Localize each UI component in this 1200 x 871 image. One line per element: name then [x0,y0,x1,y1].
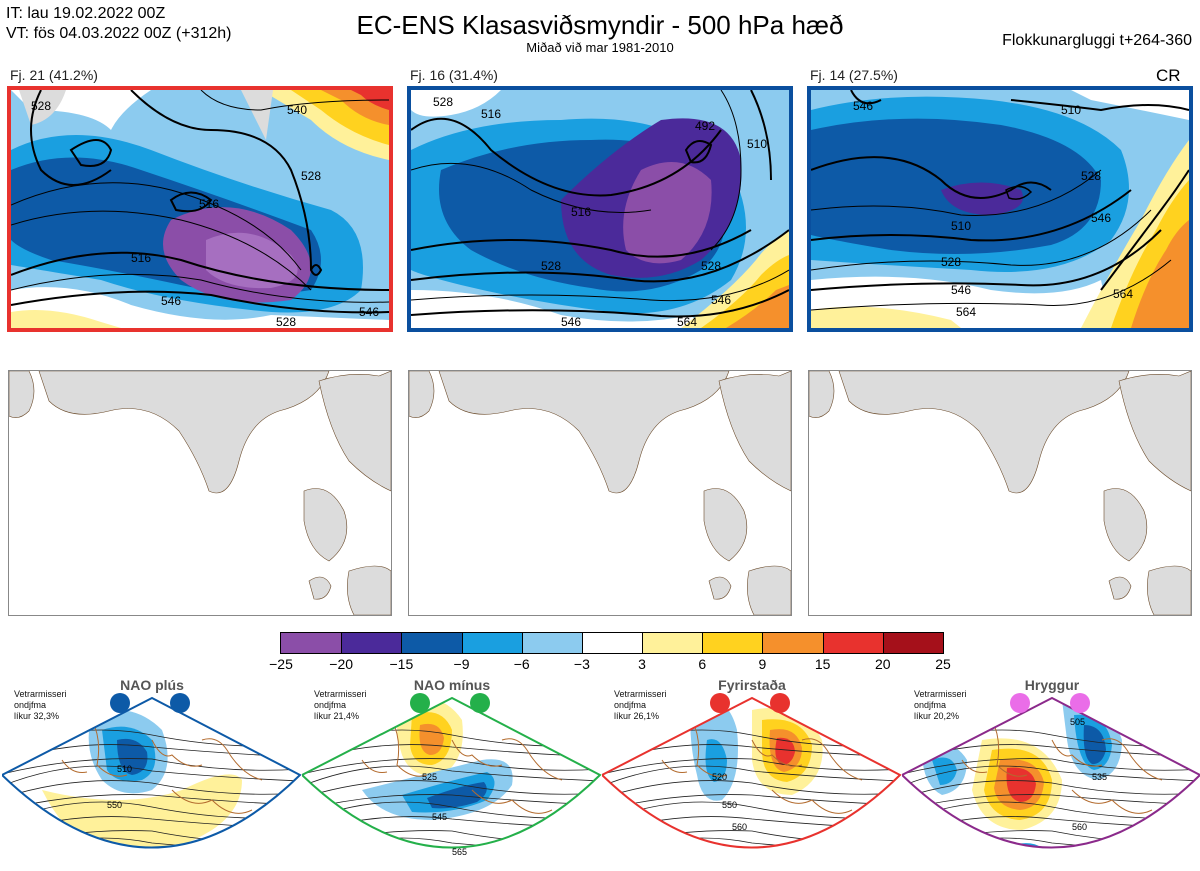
panel-3-label: Fj. 14 (27.5%) [810,67,898,83]
colorbar-tick-label: −15 [389,656,414,672]
contour-label: 546 [359,305,379,319]
regime-contour-label: 545 [432,812,447,822]
colorbar-segment [341,633,402,653]
regime-marker-dot [170,693,190,713]
regime-contour-label: 565 [452,847,467,857]
colorbar-segment [281,633,342,653]
contour-label: 546 [561,315,581,328]
regime-marker-dot [110,693,130,713]
regime-name: NAO plús [120,677,184,693]
regime-name: NAO mínus [413,677,491,693]
regime-marker-dot [1010,693,1030,713]
regime-contour-label: 525 [422,772,437,782]
contour-label: 510 [1061,103,1081,117]
colorbar-segment [882,633,943,653]
regime-sector-1: 510 550 [2,696,302,849]
contour-label: 528 [941,255,961,269]
header-times: IT: lau 19.02.2022 00Z VT: fös 04.03.202… [6,4,231,44]
panel-2-label: Fj. 16 (31.4%) [410,67,498,83]
cluster-map-1: 528 516 540 528 516 546 528 546 [7,86,393,332]
regime-probability-info: Vetrarmisseri ondjfma líkur 21,4% [314,689,367,721]
contour-label: 528 [301,169,321,183]
contour-label: 528 [276,315,296,328]
regime-marker-dot [1070,693,1090,713]
colorbar-tick-label: 20 [875,656,891,672]
colorbar-segment [581,633,643,653]
colorbar-segment [401,633,462,653]
regime-probability-info: Vetrarmisseri ondjfma líkur 32,3% [14,689,67,721]
contour-label: 516 [199,197,219,211]
contour-label: 528 [31,99,51,113]
contour-label: 564 [1113,287,1133,301]
page-title: EC-ENS Klasasviðsmyndir - 500 hPa hæð [356,10,844,40]
contour-label: 516 [131,251,151,265]
contour-label: 546 [1091,211,1111,225]
colorbar-tick-label: 3 [638,656,646,672]
regime-marker-dot [710,693,730,713]
anomaly-map-2 [408,370,792,616]
page-subtitle: Miðað við mar 1981-2010 [526,40,674,55]
contour-label: 528 [701,259,721,273]
contour-label: 492 [695,119,715,133]
regime-name: Hryggur [1024,677,1080,693]
cluster-map-3: 546 510 528 546 510 528 546 564 564 [807,86,1193,332]
contour-label: 516 [481,107,501,121]
contour-label: 516 [571,205,591,219]
colorbar [280,632,944,654]
panel-3-tag: CR [1156,66,1181,85]
regime-contour-label: 505 [1070,717,1085,727]
regime-contour-label: 550 [107,800,122,810]
contour-label: 528 [541,259,561,273]
regime-marker-dot [470,693,490,713]
colorbar-tick-label: −9 [453,656,470,672]
regime-marker-dot [410,693,430,713]
colorbar-tick-label: 25 [935,656,951,672]
contour-label: 510 [951,219,971,233]
contour-label: 546 [711,293,731,307]
colorbar-segment [702,633,763,653]
valid-time: VT: fös 04.03.2022 00Z (+312h) [6,25,232,42]
colorbar-tick-label: −3 [573,656,590,672]
colorbar-tick-label: 6 [698,656,707,672]
regime-contour-label: 550 [722,800,737,810]
colorbar-tick-label: 15 [814,656,831,672]
regime-probability-info: Vetrarmisseri ondjfma líkur 20,2% [914,689,967,721]
regime-probability-info: Vetrarmisseri ondjfma líkur 26,1% [614,689,667,721]
contour-label: 540 [287,103,307,117]
colorbar-segment [822,633,883,653]
contour-label: 510 [747,137,767,151]
contour-label: 564 [677,315,697,328]
regime-contour-label: 560 [732,822,747,832]
colorbar-tick-label: −20 [329,656,354,672]
regime-sector-2: 525 545 565 [302,696,602,857]
contour-label: 546 [951,283,971,297]
panel-1-label: Fj. 21 (41.2%) [10,67,98,83]
regime-sector-3: 520 550 560 [602,696,902,849]
regime-marker-dot [770,693,790,713]
init-time: IT: lau 19.02.2022 00Z [6,5,166,22]
anomaly-map-1 [8,370,392,616]
colorbar-segment [762,633,823,653]
classification-window: Flokkunargluggi t+264-360 [1002,32,1192,49]
regime-sector-4: 505 535 560 [902,696,1200,849]
regime-contour-label: 520 [712,772,727,782]
regime-contour-label: 510 [117,764,132,774]
regime-contour-label: 535 [1092,772,1107,782]
colorbar-segment [461,633,522,653]
regime-contour-label: 560 [1072,822,1087,832]
colorbar-segment [642,633,703,653]
contour-label: 528 [1081,169,1101,183]
cluster-map-2: 528 516 492 510 516 528 546 528 546 564 [407,86,793,332]
contour-label: 528 [433,95,453,109]
colorbar-tick-label: −6 [513,656,530,672]
colorbar-tick-label: −25 [269,656,293,672]
contour-label: 546 [161,294,181,308]
colorbar-segment [521,633,582,653]
regime-name: Fyrirstaða [718,677,786,693]
colorbar-tick-label: 9 [758,656,767,672]
contour-label: 546 [853,99,873,113]
contour-label: 564 [956,305,976,319]
anomaly-map-3 [808,370,1192,616]
